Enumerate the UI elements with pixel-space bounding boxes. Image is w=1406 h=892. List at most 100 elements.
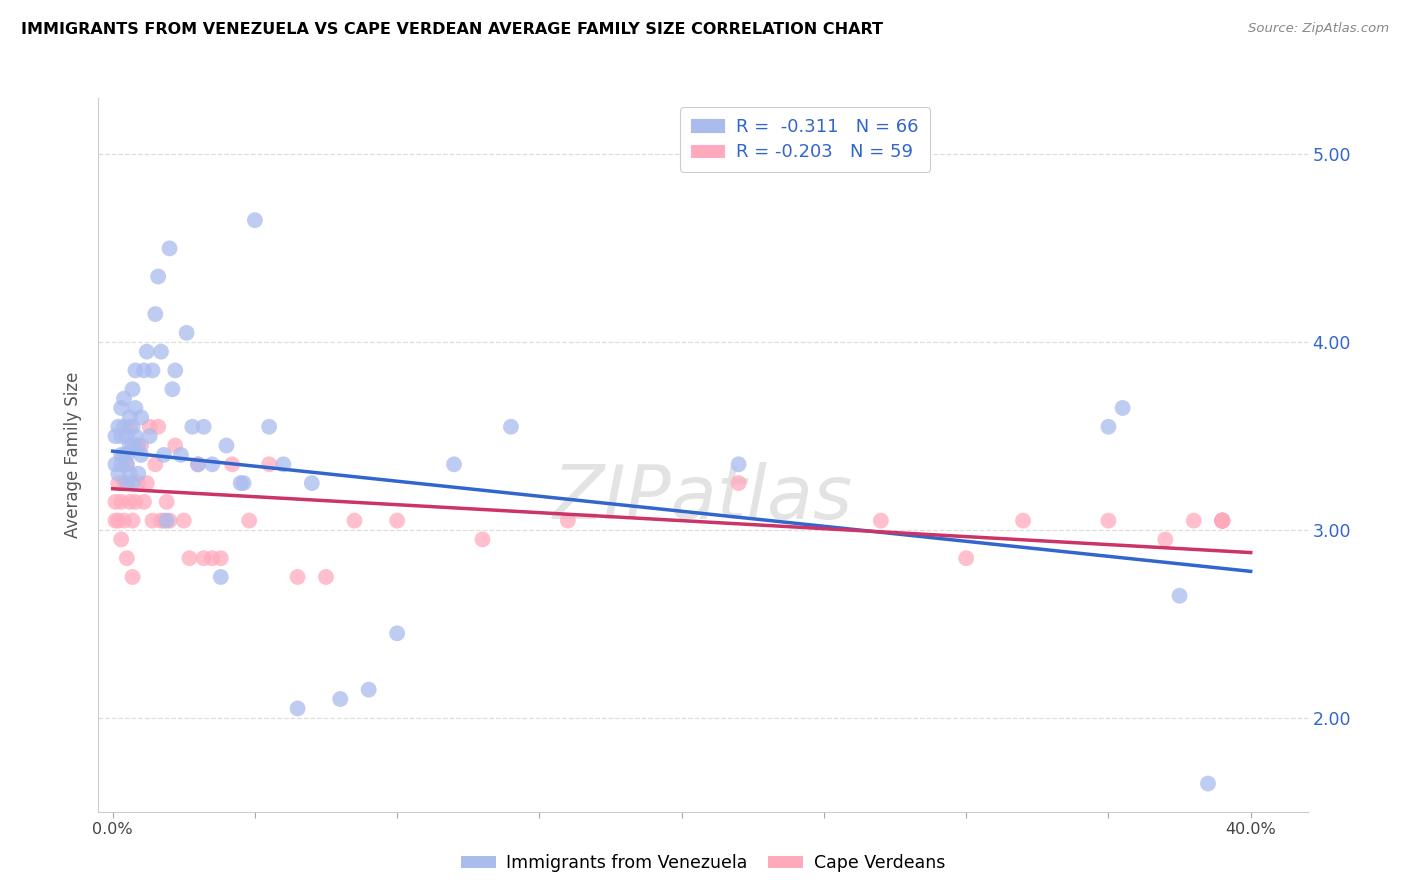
Point [1168, 589, 1191, 603]
Point [129, 448, 152, 462]
Point [104, 458, 127, 472]
Point [118, 467, 141, 481]
Point [135, 476, 157, 491]
Point [121, 382, 143, 396]
Point [1211, 514, 1233, 528]
Point [124, 438, 146, 452]
Point [110, 448, 132, 462]
Point [153, 514, 176, 528]
Point [132, 363, 155, 377]
Point [343, 514, 366, 528]
Point [1097, 514, 1119, 528]
Point [124, 495, 146, 509]
Point [112, 392, 135, 406]
Point [110, 401, 132, 415]
Point [209, 551, 232, 566]
Point [1211, 514, 1233, 528]
Point [159, 514, 181, 528]
Point [124, 363, 146, 377]
Point [165, 363, 187, 377]
Point [471, 533, 494, 547]
Point [127, 467, 149, 481]
Point [193, 551, 215, 566]
Point [143, 458, 166, 472]
Point [110, 458, 132, 472]
Point [159, 241, 181, 255]
Point [176, 326, 198, 340]
Point [135, 344, 157, 359]
Legend: R =  -0.311   N = 66, R = -0.203   N = 59: R = -0.311 N = 66, R = -0.203 N = 59 [681, 107, 929, 172]
Point [1197, 776, 1219, 790]
Point [146, 419, 169, 434]
Point [443, 458, 465, 472]
Point [221, 458, 243, 472]
Point [127, 476, 149, 491]
Point [138, 419, 160, 434]
Point [115, 448, 138, 462]
Point [121, 514, 143, 528]
Point [121, 476, 143, 491]
Point [143, 307, 166, 321]
Point [385, 514, 408, 528]
Point [107, 514, 129, 528]
Point [141, 363, 163, 377]
Y-axis label: Average Family Size: Average Family Size [65, 372, 83, 538]
Text: ZIPatlas: ZIPatlas [553, 462, 853, 533]
Point [104, 429, 127, 443]
Point [118, 410, 141, 425]
Point [110, 533, 132, 547]
Point [112, 419, 135, 434]
Point [104, 495, 127, 509]
Text: IMMIGRANTS FROM VENEZUELA VS CAPE VERDEAN AVERAGE FAMILY SIZE CORRELATION CHART: IMMIGRANTS FROM VENEZUELA VS CAPE VERDEA… [21, 22, 883, 37]
Point [727, 476, 749, 491]
Point [257, 419, 280, 434]
Point [150, 344, 173, 359]
Point [1211, 514, 1233, 528]
Point [138, 429, 160, 443]
Point [209, 570, 232, 584]
Point [1211, 514, 1233, 528]
Point [146, 269, 169, 284]
Point [153, 448, 176, 462]
Point [727, 458, 749, 472]
Point [150, 514, 173, 528]
Point [112, 514, 135, 528]
Point [229, 476, 252, 491]
Point [257, 458, 280, 472]
Point [165, 438, 187, 452]
Point [385, 626, 408, 640]
Point [107, 476, 129, 491]
Point [1211, 514, 1233, 528]
Point [121, 438, 143, 452]
Point [1211, 514, 1233, 528]
Point [869, 514, 891, 528]
Point [955, 551, 977, 566]
Point [1111, 401, 1133, 415]
Point [201, 458, 224, 472]
Point [193, 419, 215, 434]
Point [115, 429, 138, 443]
Point [156, 514, 179, 528]
Point [173, 514, 195, 528]
Legend: Immigrants from Venezuela, Cape Verdeans: Immigrants from Venezuela, Cape Verdeans [454, 847, 952, 879]
Point [1182, 514, 1205, 528]
Point [557, 514, 579, 528]
Point [110, 495, 132, 509]
Point [232, 476, 254, 491]
Point [112, 448, 135, 462]
Point [301, 476, 323, 491]
Point [287, 570, 309, 584]
Text: Source: ZipAtlas.com: Source: ZipAtlas.com [1249, 22, 1389, 36]
Point [187, 458, 209, 472]
Point [1211, 514, 1233, 528]
Point [329, 692, 352, 706]
Point [1097, 419, 1119, 434]
Point [129, 410, 152, 425]
Point [315, 570, 337, 584]
Point [118, 438, 141, 452]
Point [132, 495, 155, 509]
Point [156, 495, 179, 509]
Point [273, 458, 295, 472]
Point [179, 551, 201, 566]
Point [287, 701, 309, 715]
